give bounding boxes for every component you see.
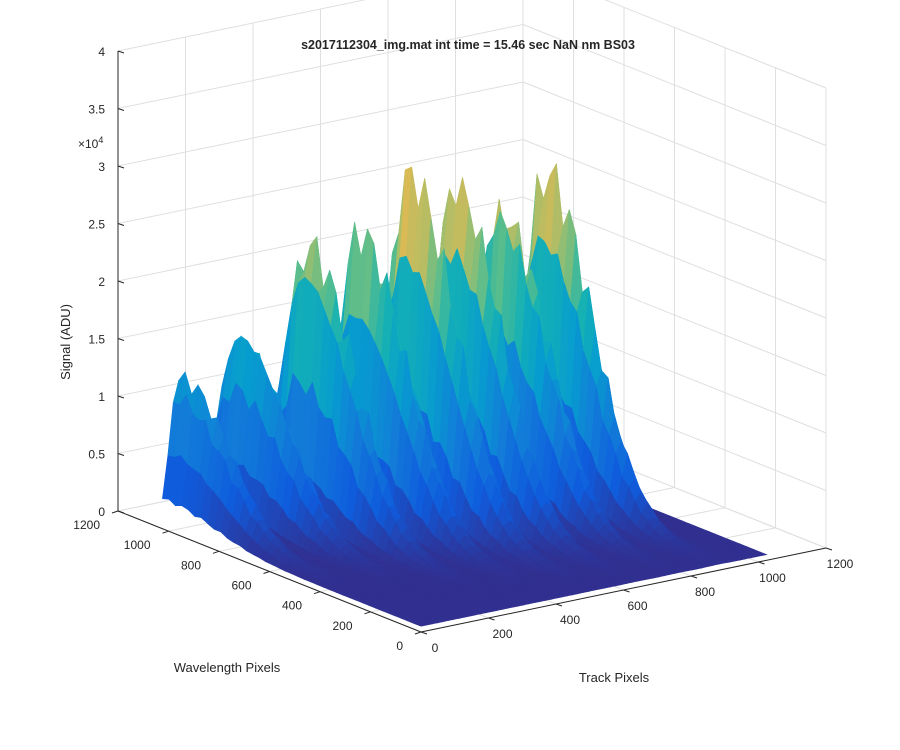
y-tick <box>162 530 169 534</box>
wall-grid-zx-7 <box>117 24 524 109</box>
x-tick-label: 600 <box>627 599 647 613</box>
z-exponent-base: ×10 <box>78 137 99 151</box>
surface-patch <box>413 622 428 627</box>
z-tick <box>117 165 125 169</box>
wall-grid-zx-5 <box>117 139 524 224</box>
z-tick <box>117 280 125 284</box>
x-axis-label: Track Pixels <box>579 670 650 685</box>
y-tick <box>414 631 422 635</box>
y-tick <box>263 571 270 574</box>
wall-grid-zx-6 <box>117 81 524 167</box>
wall-grid-zx-8 <box>117 0 367 52</box>
x-tick <box>555 603 563 607</box>
side-grid-zy-7 <box>522 24 827 146</box>
x-tick <box>690 575 698 579</box>
z-exponent: ×104 <box>78 135 103 151</box>
y-tick <box>111 510 119 514</box>
z-tick-label: 1.5 <box>88 333 105 347</box>
z-tick-label: 0.5 <box>88 448 105 462</box>
y-tick <box>212 550 220 554</box>
z-axis-label: Signal (ADU) <box>58 304 73 380</box>
y-tick-label: 800 <box>181 558 201 572</box>
x-tick-label: 0 <box>432 641 439 655</box>
z-tick-label: 3.5 <box>88 103 105 117</box>
y-axis-label: Wavelength Pixels <box>174 660 281 675</box>
surface <box>162 162 768 627</box>
tick-labels: 0200400600800100012000200400600800100012… <box>73 45 853 655</box>
y-tick-label: 600 <box>231 579 251 593</box>
axes-lines <box>111 50 833 635</box>
y-tick <box>364 611 371 615</box>
z-tick-label: 0 <box>98 505 105 519</box>
z-tick <box>117 395 125 399</box>
z-tick <box>117 223 125 226</box>
z-tick-label: 3 <box>98 160 105 174</box>
z-tick <box>117 50 125 54</box>
x-tick <box>758 561 765 565</box>
side-grid-zy-6 <box>522 81 827 204</box>
x-tick <box>420 631 428 635</box>
side-grid-zy-5 <box>522 139 827 261</box>
z-tick-label: 2.5 <box>88 218 105 232</box>
side-grid-zy-4 <box>522 196 827 319</box>
x-tick-label: 400 <box>560 613 580 627</box>
x-tick-label: 200 <box>492 627 512 641</box>
x-tick <box>488 617 495 621</box>
y-tick-label: 200 <box>332 619 352 633</box>
x-tick-label: 1200 <box>827 557 854 571</box>
z-tick <box>117 510 125 514</box>
x-tick-label: 800 <box>695 585 715 599</box>
chart-title: s2017112304_img.mat int time = 15.46 sec… <box>301 38 635 52</box>
z-tick-label: 4 <box>98 45 105 59</box>
z-tick-label: 1 <box>98 390 105 404</box>
y-tick-label: 1000 <box>124 538 151 552</box>
x-tick-label: 1000 <box>759 571 786 585</box>
z-tick-label: 2 <box>98 275 105 289</box>
z-tick <box>117 453 125 456</box>
x-tick <box>623 589 630 593</box>
z-tick <box>117 338 125 341</box>
z-tick <box>117 108 125 111</box>
x-tick <box>825 547 833 551</box>
y-tick-label: 0 <box>396 639 403 653</box>
y-tick <box>313 591 321 595</box>
side-grid-zy-8 <box>604 0 827 89</box>
z-exponent-power: 4 <box>98 135 103 145</box>
y-tick-label: 1200 <box>73 518 100 532</box>
y-tick-label: 400 <box>282 599 302 613</box>
